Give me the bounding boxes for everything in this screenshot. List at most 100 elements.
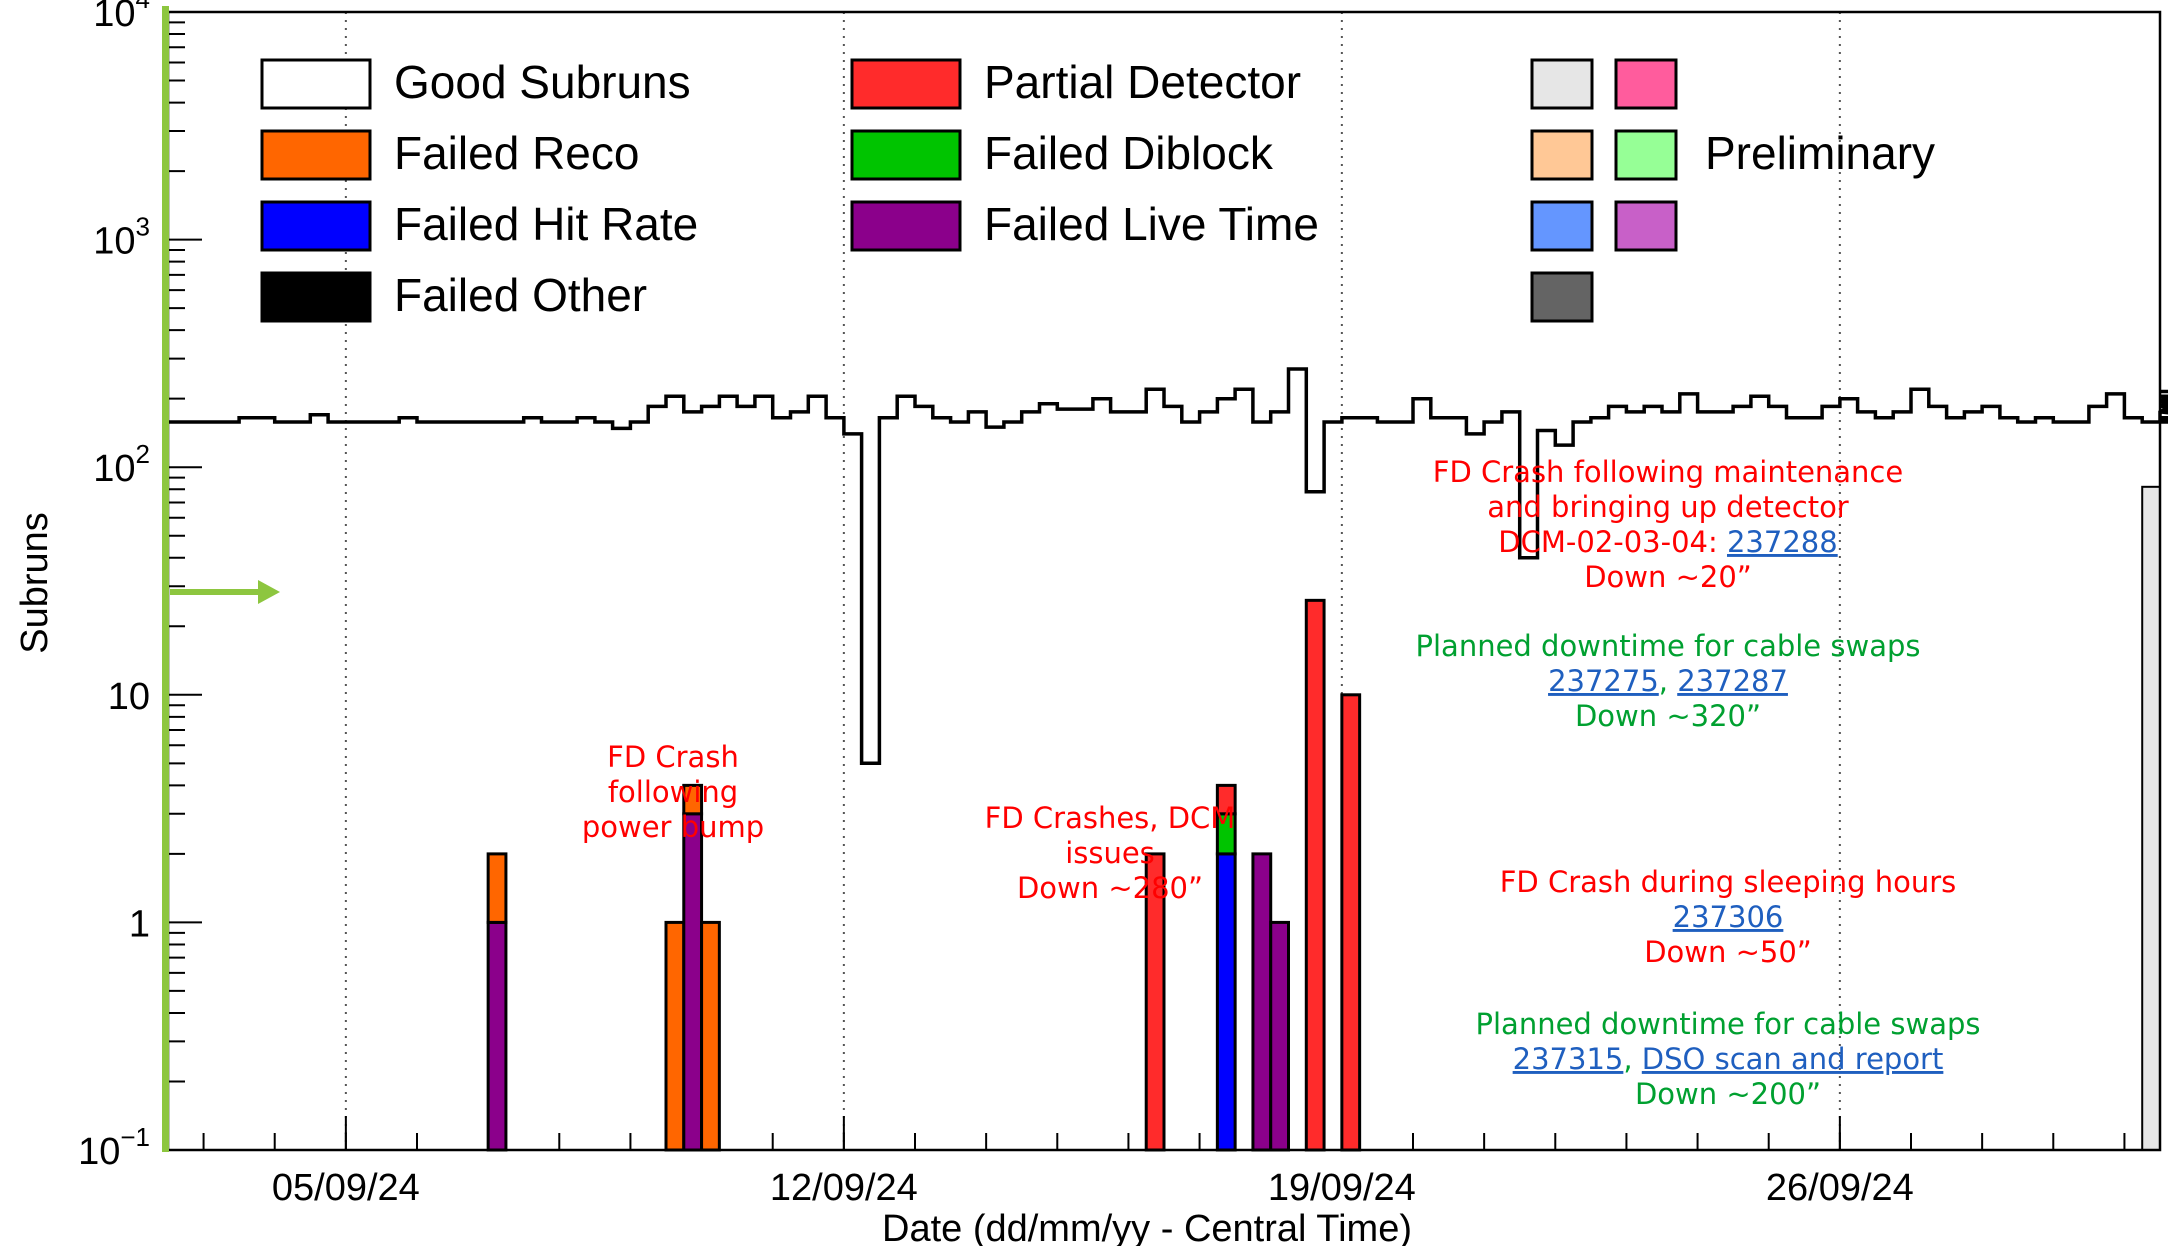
annotation-line: FD Crash during sleeping hours (1500, 865, 1957, 899)
annotation-text: FD Crash (607, 740, 739, 774)
legend-swatch (850, 58, 962, 110)
annotation-text: FD Crashes, DCM (985, 801, 1236, 835)
annotation-line: Down ~280” (1017, 871, 1203, 905)
annotation-line: 237275, 237287 (1548, 664, 1788, 698)
annotation-line: Down ~320” (1575, 699, 1761, 733)
grey-bar (2141, 485, 2162, 1151)
legend-label: Failed Hit Rate (394, 198, 698, 250)
annotation-text: Planned downtime for cable swaps (1416, 629, 1921, 663)
failed-bar-segment (486, 920, 508, 1152)
legend-preliminary-label: Preliminary (1705, 127, 1935, 179)
legend-swatch (260, 129, 372, 181)
legend-extra-swatch (1614, 200, 1678, 252)
annotation-text: Planned downtime for cable swaps (1476, 1007, 1981, 1041)
annotation-text: Down ~200” (1635, 1077, 1821, 1111)
axes: 10−1 1 10 102 103 104 05/09/24 12/09/24 19/09/24… (78, 0, 2162, 1209)
annotation-text: Down ~20” (1584, 560, 1752, 594)
failed-bar-segment (664, 920, 686, 1152)
y-tick-label: 1 (129, 903, 150, 945)
annotation-line: FD Crash (607, 740, 739, 774)
annotation-line: FD Crash following maintenance (1433, 455, 1903, 489)
x-tick-label: 26/09/24 (1766, 1167, 1914, 1209)
failed-bar-segment (682, 783, 704, 816)
annotation: Planned downtime for cable swaps237315, … (1476, 1007, 1981, 1111)
legend-label: Failed Reco (394, 127, 639, 179)
failed-bar-segment (1251, 852, 1273, 1152)
annotation-text: DCM-02-03-04: (1498, 525, 1727, 559)
annotation-line: and bringing up detector (1487, 490, 1849, 524)
y-tick-label: 103 (93, 212, 150, 263)
annotation-line: Planned downtime for cable swaps (1416, 629, 1921, 663)
annotation-line: following (608, 775, 738, 809)
legend-extra-swatch (1614, 129, 1678, 181)
legend-label: Good Subruns (394, 56, 691, 108)
failed-bar-segment (1215, 852, 1237, 1152)
annotation-line: DCM-02-03-04: 237288 (1498, 525, 1837, 559)
legend-swatch (850, 129, 962, 181)
legend-swatch (850, 200, 962, 252)
annotation-text: issues (1065, 836, 1155, 870)
annotation-text: Down ~50” (1644, 935, 1812, 969)
annotation-text: , (1659, 664, 1677, 698)
legend-swatch (260, 58, 372, 110)
annotation-line: Down ~200” (1635, 1077, 1821, 1111)
good-subruns-histogram (168, 367, 2168, 766)
annotation-text: and bringing up detector (1487, 490, 1849, 524)
annotation-link[interactable]: 237288 (1727, 525, 1838, 559)
annotation-text: power bump (582, 810, 764, 844)
legend-swatch (260, 200, 372, 252)
legend-label: Failed Live Time (984, 198, 1319, 250)
annotation-link[interactable]: 237287 (1677, 664, 1788, 698)
legend-extra-swatch (1530, 271, 1594, 323)
annotation-line: 237315, DSO scan and report (1513, 1042, 1944, 1076)
annotation-line: 237306 (1673, 900, 1784, 934)
annotation-link[interactable]: 237275 (1548, 664, 1659, 698)
y-tick-label: 104 (93, 0, 150, 35)
y-tick-label: 102 (93, 439, 150, 490)
x-tick-label: 12/09/24 (770, 1167, 918, 1209)
legend-swatch (260, 271, 372, 323)
failed-bar-segment (682, 812, 704, 1152)
x-tick-label: 19/09/24 (1268, 1167, 1416, 1209)
annotation-text: Down ~280” (1017, 871, 1203, 905)
failed-bar-segment (1304, 598, 1326, 1152)
date-gridlines (344, 12, 1841, 1150)
y-tick-label: 10 (108, 676, 150, 718)
annotation-text: Down ~320” (1575, 699, 1761, 733)
legend-extra-swatch (1530, 200, 1594, 252)
annotation-line: FD Crashes, DCM (985, 801, 1236, 835)
annotation-line: power bump (582, 810, 764, 844)
annotation-text: FD Crash during sleeping hours (1500, 865, 1957, 899)
failed-bar-segment (1269, 920, 1290, 1152)
failed-bar-segment (1215, 783, 1237, 816)
annotation-link[interactable]: DSO scan and report (1642, 1042, 1944, 1076)
y-tick-label: 10−1 (78, 1122, 150, 1173)
failed-bar-segment (486, 852, 508, 924)
good-subruns-line (168, 367, 2168, 766)
annotation-link[interactable]: 237315 (1513, 1042, 1624, 1076)
legend-extra-swatch (1614, 58, 1678, 110)
legend-extra-swatch (1530, 129, 1594, 181)
annotation-text: , (1623, 1042, 1641, 1076)
failed-bar-segment (1340, 693, 1362, 1152)
annotation-line: Down ~50” (1644, 935, 1812, 969)
y-axis-label: Subruns (14, 512, 56, 654)
legend-label: Partial Detector (984, 56, 1301, 108)
legend: Good Subruns Partial Detector Failed Reco F… (260, 56, 1935, 323)
legend-extra-swatch (1530, 58, 1594, 110)
slide-markers (162, 6, 280, 1152)
annotation-text: FD Crash following maintenance (1433, 455, 1903, 489)
annotation-line: issues (1065, 836, 1155, 870)
x-tick-label: 05/09/24 (272, 1167, 420, 1209)
green-arrow-head (258, 580, 280, 604)
annotation: FD Crash during sleeping hours237306Down… (1500, 865, 1957, 969)
annotation: Planned downtime for cable swaps237275, … (1416, 629, 1921, 733)
green-left-bar (162, 6, 169, 1152)
annotation-link[interactable]: 237306 (1673, 900, 1784, 934)
failed-bar-segment (700, 920, 721, 1152)
